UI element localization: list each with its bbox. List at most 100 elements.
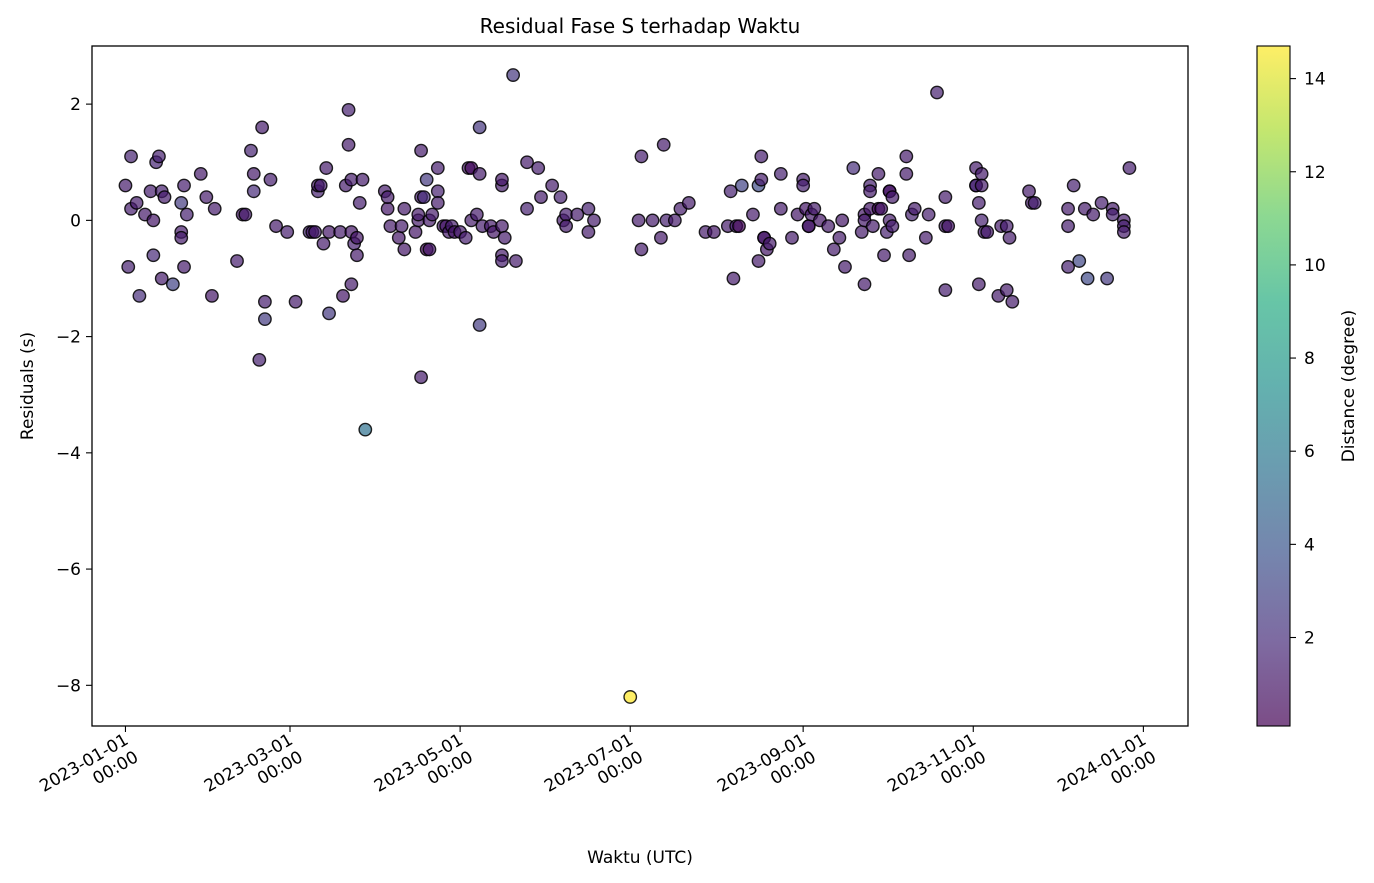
- data-point: [974, 178, 989, 193]
- colorbar-label: Distance (degree): [1339, 310, 1359, 463]
- data-point: [874, 201, 889, 216]
- data-point: [1061, 201, 1075, 216]
- data-point: [419, 172, 434, 187]
- data-point: [121, 259, 136, 274]
- data-point: [394, 219, 409, 234]
- data-point: [458, 230, 473, 245]
- data-point: [734, 178, 749, 193]
- data-point: [762, 236, 777, 251]
- data-point: [177, 259, 191, 274]
- data-point: [207, 201, 222, 216]
- data-point: [174, 230, 189, 245]
- data-point: [506, 68, 521, 82]
- data-point: [553, 190, 568, 205]
- x-axis-ticks: 2023-01-0100:00 2023-03-0100:00 2023-05-01…: [36, 726, 1160, 814]
- data-point: [581, 225, 596, 239]
- data-point: [157, 190, 172, 205]
- x-tick-label: 2023-01-0100:00: [36, 730, 142, 814]
- y-tick-label: −4: [56, 444, 81, 464]
- points-layer: [118, 68, 1137, 704]
- data-point: [408, 225, 423, 239]
- data-point: [129, 196, 144, 210]
- data-point: [921, 207, 936, 222]
- data-point: [796, 178, 811, 193]
- data-point: [308, 225, 322, 239]
- data-point: [319, 161, 334, 175]
- data-point: [422, 242, 437, 257]
- data-point: [280, 225, 295, 239]
- data-point: [416, 190, 431, 205]
- data-point: [871, 166, 886, 181]
- data-point: [980, 225, 995, 239]
- data-point: [559, 219, 573, 234]
- data-point: [425, 207, 440, 222]
- data-point: [570, 207, 585, 222]
- y-axis-label: Residuals (s): [18, 332, 38, 440]
- data-point: [634, 242, 649, 257]
- data-point: [1027, 196, 1042, 210]
- colorbar-tick-label: 4: [1304, 535, 1315, 555]
- data-point: [821, 219, 836, 234]
- data-point: [1005, 294, 1020, 309]
- data-point: [581, 201, 596, 216]
- data-point: [230, 254, 244, 268]
- colorbar-tick-label: 8: [1304, 349, 1315, 369]
- data-point: [1002, 230, 1017, 245]
- colorbar-ticks: 2 4 6 8 10 12 14: [1290, 70, 1326, 649]
- data-point: [350, 230, 364, 245]
- data-point: [411, 207, 426, 222]
- data-point: [430, 196, 445, 210]
- colorbar: [1257, 46, 1290, 726]
- data-point: [1022, 184, 1036, 199]
- data-point: [846, 161, 861, 175]
- data-point: [974, 166, 989, 181]
- data-point: [263, 172, 278, 187]
- data-point: [352, 196, 367, 210]
- colorbar-tick-label: 12: [1304, 163, 1326, 183]
- data-point: [667, 213, 682, 228]
- data-point: [656, 137, 671, 152]
- data-point: [899, 166, 914, 181]
- data-point: [397, 201, 412, 216]
- data-point: [971, 196, 986, 210]
- data-point: [531, 161, 546, 175]
- data-point: [255, 120, 270, 135]
- data-point: [885, 219, 900, 234]
- data-point: [495, 219, 509, 234]
- data-point: [380, 190, 395, 205]
- data-point: [258, 294, 272, 309]
- data-point: [205, 289, 219, 303]
- data-point: [322, 306, 336, 321]
- data-point: [930, 85, 944, 100]
- y-tick-label: −2: [56, 328, 81, 348]
- data-point: [801, 219, 816, 234]
- data-point: [269, 219, 283, 234]
- data-point: [1116, 225, 1131, 239]
- data-point: [414, 143, 428, 158]
- data-point: [238, 207, 253, 222]
- y-axis-ticks: 2 0 −2 −4 −6 −8: [56, 95, 92, 696]
- data-point: [472, 166, 487, 181]
- data-point: [999, 283, 1014, 297]
- data-point: [252, 352, 267, 367]
- data-point: [244, 143, 258, 158]
- data-point: [899, 149, 914, 164]
- data-point: [246, 184, 261, 199]
- data-point: [938, 190, 953, 205]
- data-point: [807, 201, 822, 216]
- y-tick-label: −8: [56, 676, 81, 696]
- data-point: [918, 230, 933, 245]
- data-point: [391, 230, 406, 245]
- data-point: [746, 207, 760, 222]
- data-point: [472, 318, 487, 332]
- data-point: [146, 248, 161, 263]
- data-point: [414, 370, 428, 385]
- data-point: [826, 242, 841, 257]
- data-point: [199, 190, 214, 205]
- data-point: [358, 422, 373, 437]
- data-point: [785, 230, 799, 245]
- data-point: [971, 277, 986, 292]
- data-point: [316, 236, 331, 251]
- data-point: [469, 207, 484, 222]
